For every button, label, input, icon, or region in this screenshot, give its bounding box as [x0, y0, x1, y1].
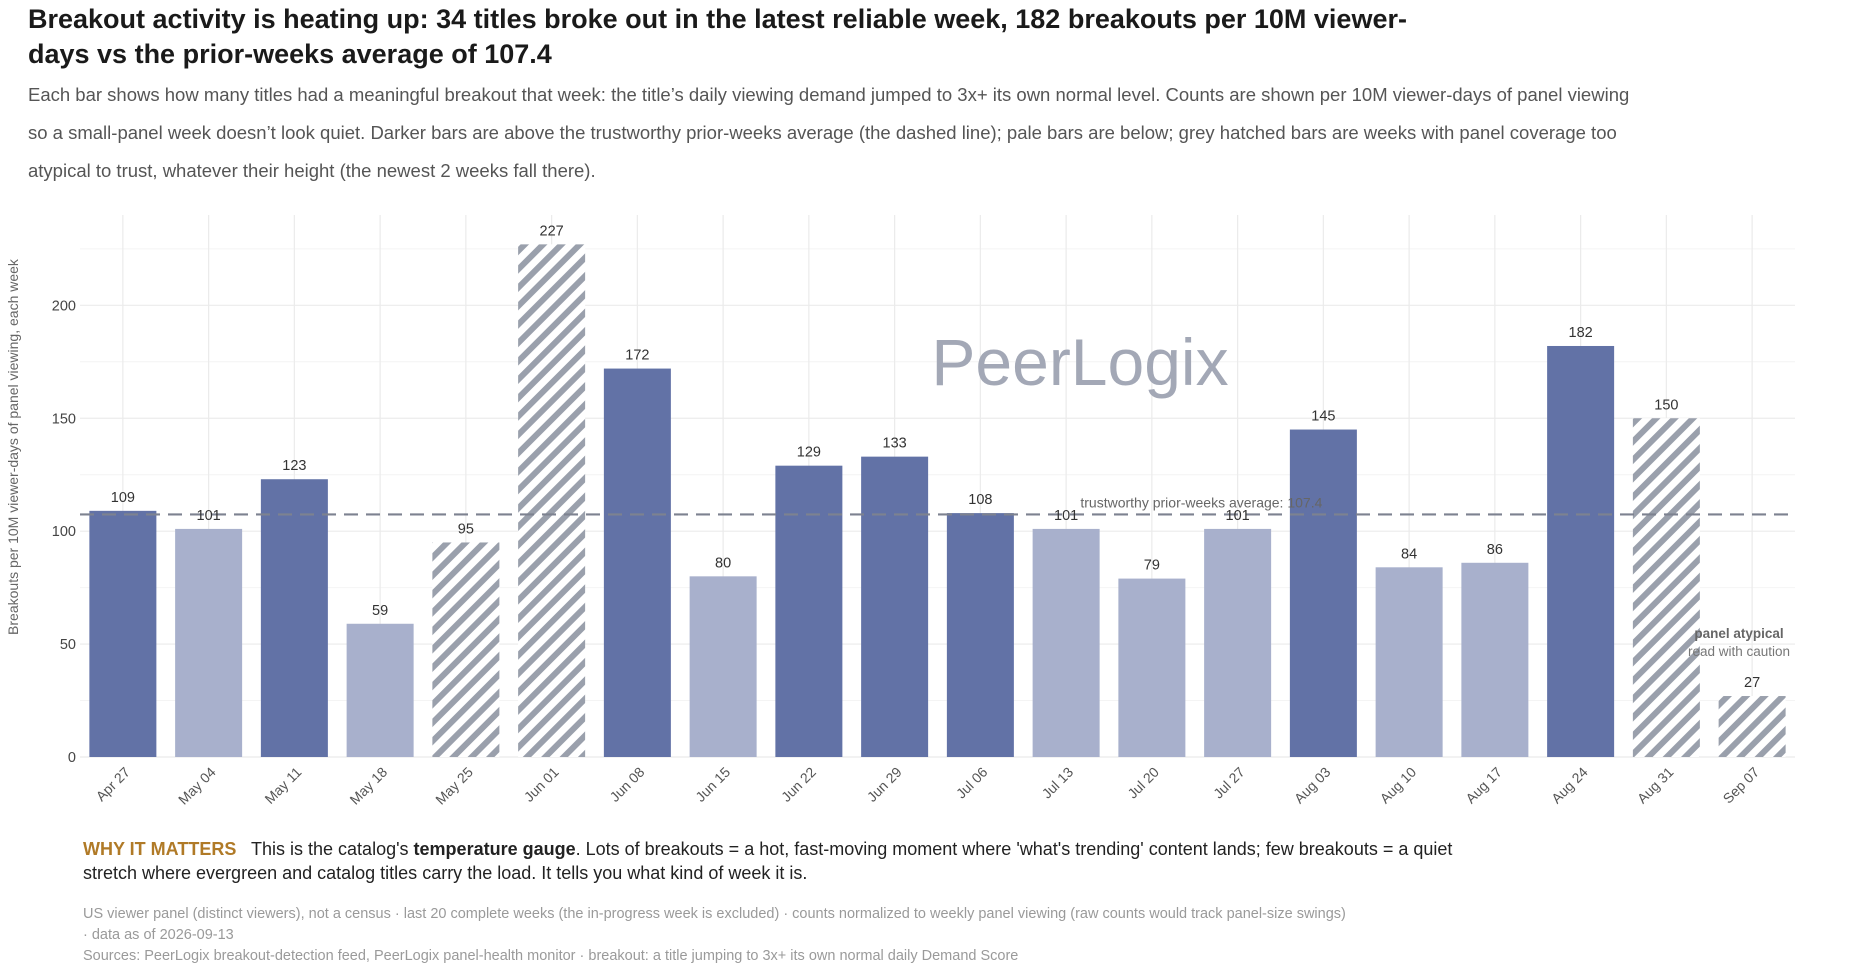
bars	[89, 244, 1786, 757]
chart-title: Breakout activity is heating up: 34 titl…	[28, 4, 1407, 69]
value-label: 79	[1144, 558, 1160, 574]
bar-above	[775, 465, 843, 757]
why-text-before: This is the catalog's	[251, 839, 409, 859]
watermark-text: PeerLogix	[931, 325, 1228, 399]
value-label: 150	[1654, 397, 1678, 413]
why-it-matters-heading: WHY IT MATTERS	[83, 839, 237, 859]
value-label: 129	[797, 445, 821, 461]
bar-above	[946, 513, 1014, 757]
bar-above	[89, 510, 157, 757]
x-tick-label: Jul 27	[1210, 764, 1248, 802]
x-tick-label: Aug 10	[1377, 764, 1420, 807]
why-emphasis: temperature gauge	[413, 839, 576, 859]
value-label: 145	[1311, 409, 1335, 425]
x-tick-label: May 18	[346, 764, 390, 808]
bar-below	[175, 528, 243, 757]
bar-below	[1204, 528, 1272, 757]
why-it-matters: WHY IT MATTERS This is the catalog's tem…	[83, 837, 1503, 885]
value-label: 133	[883, 436, 907, 452]
footnote-line-1: US viewer panel (distinct viewers), not …	[83, 906, 1346, 922]
value-label: 182	[1569, 325, 1593, 341]
x-tick-label: Jun 08	[606, 764, 647, 805]
breakout-bar-chart: PeerLogix trustworthy prior-weeks averag…	[5, 215, 1795, 808]
x-tick-label: May 25	[432, 764, 476, 808]
x-tick-label: Jul 20	[1124, 764, 1162, 802]
value-label: 227	[540, 223, 564, 239]
x-tick-label: Aug 17	[1462, 764, 1505, 807]
x-tick-label: May 11	[261, 764, 304, 807]
chart-subtitle: Each bar shows how many titles had a mea…	[28, 84, 1630, 181]
value-label: 80	[715, 555, 731, 571]
bar-above	[861, 456, 929, 757]
y-tick-label: 0	[68, 750, 76, 766]
y-tick-label: 50	[60, 637, 76, 653]
x-tick-label: Jul 06	[953, 764, 991, 802]
bar-above	[603, 368, 671, 757]
x-tick-label: Aug 03	[1291, 764, 1334, 807]
value-label: 123	[282, 458, 306, 474]
x-tick-label: Aug 31	[1634, 764, 1677, 807]
x-tick-label: Jun 01	[521, 764, 562, 805]
footnote-sources: Sources: PeerLogix breakout-detection fe…	[83, 948, 1019, 964]
y-tick-label: 150	[52, 411, 76, 427]
value-label: 108	[968, 492, 992, 508]
value-label: 101	[1054, 508, 1078, 524]
y-tick-label: 100	[52, 524, 76, 540]
x-tick-label: Jul 13	[1039, 764, 1077, 802]
value-label: 109	[111, 490, 135, 506]
x-tick-label: Aug 24	[1548, 764, 1591, 807]
reference-line-label: trustworthy prior-weeks average: 107.4	[1080, 494, 1322, 510]
y-tick-label: 200	[52, 298, 76, 314]
value-label: 95	[458, 521, 474, 537]
bar-below	[1375, 567, 1443, 757]
value-label: 172	[625, 348, 649, 364]
gridlines	[80, 215, 1795, 758]
bar-below	[1118, 578, 1186, 757]
bar-atypical	[518, 244, 586, 757]
bar-above	[260, 479, 328, 757]
footnote-line-2: · data as of 2026-09-13	[83, 927, 234, 943]
atypical-annotation: panel atypical read with caution	[1688, 626, 1790, 659]
bar-atypical	[432, 542, 500, 757]
bar-below	[1461, 562, 1529, 757]
why-text-after: . Lots of breakouts = a hot, fast-moving…	[83, 839, 1453, 883]
bar-atypical	[1718, 696, 1786, 757]
value-label: 27	[1744, 675, 1760, 691]
bar-below	[346, 623, 414, 757]
value-label: 86	[1487, 542, 1503, 558]
x-tick-label: Jun 15	[692, 764, 733, 805]
value-label: 101	[197, 508, 221, 524]
value-label: 59	[372, 603, 388, 619]
footnotes: US viewer panel (distinct viewers), not …	[83, 904, 1463, 967]
x-tick-label: Sep 07	[1720, 764, 1763, 807]
bar-above	[1289, 429, 1357, 757]
x-tick-label: Jun 29	[864, 764, 905, 805]
x-tick-label: Apr 27	[93, 764, 134, 805]
y-axis-label: Breakouts per 10M viewer-days of panel v…	[5, 258, 21, 635]
bar-atypical	[1632, 418, 1700, 757]
bar-above	[1547, 345, 1615, 757]
reference-line-group: trustworthy prior-weeks average: 107.4	[80, 494, 1795, 516]
value-labels: 109 101 123 59 95 227 172 80 129 133 108 101 79 101 14…	[111, 223, 1760, 691]
annotation-title: panel atypical	[1694, 626, 1783, 641]
annotation-text: read with caution	[1688, 644, 1790, 659]
bar-below	[1032, 528, 1100, 757]
bar-below	[689, 576, 757, 757]
x-tick-label: May 04	[175, 764, 219, 808]
value-label: 84	[1401, 546, 1417, 562]
x-tick-label: Jun 22	[778, 764, 819, 805]
value-label: 101	[1226, 508, 1250, 524]
